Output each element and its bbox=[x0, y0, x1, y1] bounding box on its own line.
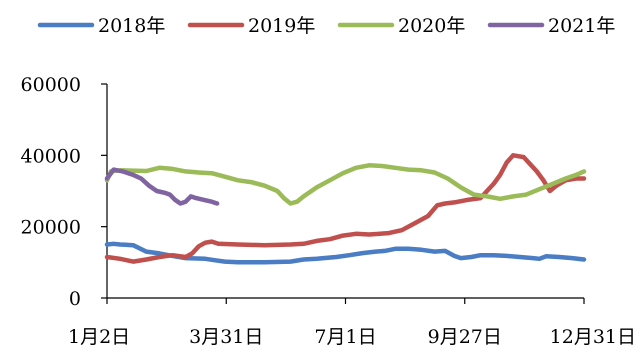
legend-label: 2018年 bbox=[98, 15, 165, 37]
x-tick-label: 7月1日 bbox=[314, 326, 376, 348]
series-line-2019年 bbox=[104, 153, 587, 264]
series-line-2021年 bbox=[104, 167, 220, 206]
x-tick-label: 12月31日 bbox=[550, 326, 636, 348]
y-tick-label: 0 bbox=[69, 288, 81, 310]
series-lines bbox=[104, 153, 587, 265]
y-tick-label: 40000 bbox=[21, 145, 81, 167]
legend-label: 2021年 bbox=[548, 15, 615, 37]
x-tick-label: 1月2日 bbox=[68, 326, 130, 348]
series-line-2020年 bbox=[104, 163, 587, 206]
legend-label: 2020年 bbox=[398, 15, 465, 37]
x-tick-label: 3月31日 bbox=[189, 326, 263, 348]
x-tick-label: 9月27日 bbox=[428, 326, 502, 348]
x-axis-ticks: 1月2日 3月31日 7月1日 9月27日 12月31日 bbox=[68, 298, 636, 348]
series-line-2018年 bbox=[104, 241, 587, 265]
y-tick-label: 60000 bbox=[21, 74, 81, 96]
legend: 2018年 2019年 2020年 2021年 bbox=[37, 15, 615, 37]
legend-label: 2019年 bbox=[248, 15, 315, 37]
y-tick-label: 20000 bbox=[21, 217, 81, 239]
y-axis-ticks: 0 20000 40000 60000 bbox=[21, 74, 107, 310]
chart-axes bbox=[106, 84, 584, 299]
